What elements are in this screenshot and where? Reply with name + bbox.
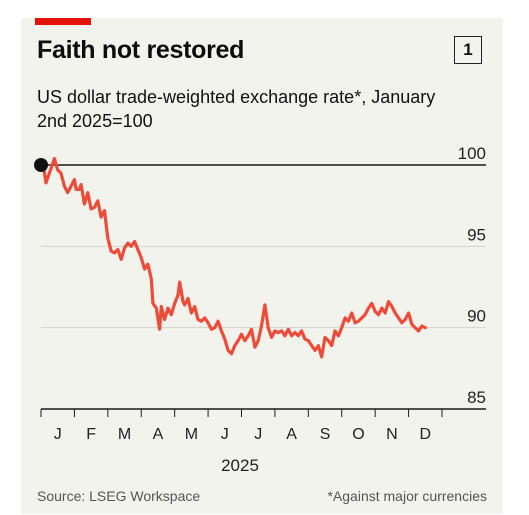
y-tick-label-90: 90 bbox=[467, 307, 486, 326]
x-tick-label-4: M bbox=[185, 426, 198, 443]
y-tick-label-95: 95 bbox=[467, 225, 486, 244]
chart-card bbox=[21, 18, 503, 514]
x-tick-label-5: J bbox=[221, 426, 229, 443]
y-axis-labels: 100 95 90 85 bbox=[458, 144, 486, 407]
x-tick-label-1: F bbox=[86, 426, 96, 443]
start-marker bbox=[34, 158, 48, 172]
start-marker-group bbox=[34, 158, 48, 172]
chart-number-badge: 1 bbox=[454, 36, 482, 64]
y-tick-label-100: 100 bbox=[458, 144, 486, 163]
footnote: *Against major currencies bbox=[327, 488, 487, 504]
gridlines bbox=[41, 164, 486, 329]
series-line bbox=[39, 156, 427, 359]
x-tick-label-6: J bbox=[254, 426, 262, 443]
x-tick-label-3: A bbox=[153, 426, 164, 443]
x-axis bbox=[40, 408, 486, 417]
x-tick-label-7: A bbox=[286, 426, 297, 443]
source-note: Source: LSEG Workspace bbox=[37, 488, 201, 504]
x-tick-label-2: M bbox=[118, 426, 131, 443]
x-tick-label-0: J bbox=[54, 426, 62, 443]
chart-title: Faith not restored bbox=[37, 36, 245, 64]
y-tick-label-85: 85 bbox=[467, 388, 486, 407]
x-tick-label-9: O bbox=[352, 426, 364, 443]
x-axis-year-label: 2025 bbox=[221, 456, 259, 475]
x-tick-label-11: D bbox=[419, 426, 431, 443]
brand-accent-bar bbox=[35, 18, 91, 25]
x-tick-label-10: N bbox=[386, 426, 398, 443]
series-group bbox=[39, 156, 427, 359]
x-tick-label-8: S bbox=[320, 426, 331, 443]
chart-subtitle: US dollar trade-weighted exchange rate*,… bbox=[37, 87, 436, 131]
